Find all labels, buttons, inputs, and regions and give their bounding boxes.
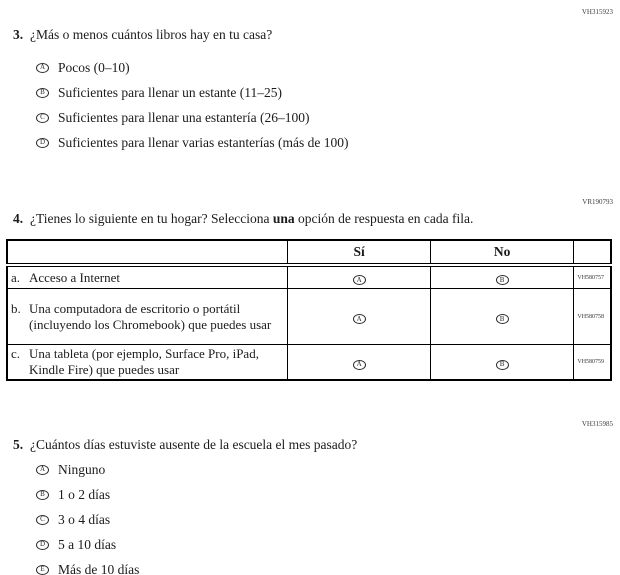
radio-bubble-b-icon[interactable]: B (495, 359, 509, 370)
radio-bubble-a-icon[interactable]: A (352, 314, 366, 324)
q5-option-c-label: 3 o 4 días (58, 511, 111, 527)
item-code-q4: VR190793 (582, 198, 613, 206)
row-a-description: a. Acceso a Internet (6, 264, 289, 289)
row-c-no-cell[interactable]: B (429, 344, 575, 381)
row-c-code: VH580759 (573, 344, 612, 381)
q5-option-b[interactable]: B 1 o 2 días (36, 482, 139, 507)
question-3-options: A Pocos (0–10) B Suficientes para llenar u… (36, 55, 349, 155)
table-header-row: Sí No (6, 239, 612, 267)
row-a-yes-cell[interactable]: A (287, 264, 431, 289)
q5-option-d-label: 5 a 10 días (58, 536, 117, 552)
radio-bubble-c-icon[interactable]: C (36, 514, 49, 525)
header-code-empty (573, 239, 612, 267)
radio-bubble-b-icon[interactable]: B (36, 489, 49, 500)
q5-option-b-label: 1 o 2 días (58, 486, 111, 502)
question-4-number: 4. (13, 211, 24, 226)
radio-bubble-b-icon[interactable]: B (36, 87, 49, 98)
row-c-yes-cell[interactable]: A (287, 344, 431, 381)
row-b-yes-cell[interactable]: A (287, 288, 431, 345)
radio-bubble-a-icon[interactable]: A (36, 464, 49, 475)
question-4: 4. ¿Tienes lo siguiente en tu hogar? Sele… (13, 211, 473, 227)
header-no: No (429, 239, 575, 267)
radio-bubble-c-icon[interactable]: C (36, 112, 49, 123)
question-4-text: ¿Tienes lo siguiente en tu hogar? Selecc… (30, 211, 474, 226)
row-c-description: c. Una tableta (por ejemplo, Surface Pro,… (6, 344, 289, 381)
question-3-number: 3. (13, 27, 24, 42)
row-a-no-cell[interactable]: B (429, 264, 575, 289)
q5-option-e-label: Más de 10 días (58, 561, 140, 575)
table-row: b. Una computadora de escritorio o portát… (6, 288, 612, 345)
radio-bubble-d-icon[interactable]: D (36, 137, 49, 148)
q3-option-d-label: Suficientes para llenar varias estanterí… (58, 134, 349, 150)
q3-option-a[interactable]: A Pocos (0–10) (36, 55, 349, 80)
q5-option-d[interactable]: D 5 a 10 días (36, 532, 139, 557)
question-5-number: 5. (13, 437, 24, 452)
table-row: c. Una tableta (por ejemplo, Surface Pro,… (6, 344, 612, 381)
question-4-table: Sí No a. Acceso a Internet A B VH580757 b… (6, 239, 612, 381)
q5-option-a[interactable]: A Ninguno (36, 457, 139, 482)
radio-bubble-b-icon[interactable]: B (495, 314, 509, 324)
radio-bubble-a-icon[interactable]: A (352, 359, 366, 370)
question-3-text: ¿Más o menos cuántos libros hay en tu ca… (30, 27, 273, 42)
radio-bubble-a-icon[interactable]: A (352, 275, 366, 285)
q3-option-b-label: Suficientes para llenar un estante (11–2… (58, 84, 283, 100)
row-b-code: VH580758 (573, 288, 612, 345)
row-b-description: b. Una computadora de escritorio o portát… (6, 288, 289, 345)
row-b-no-cell[interactable]: B (429, 288, 575, 345)
q5-option-a-label: Ninguno (58, 461, 106, 477)
question-5-options: A Ninguno B 1 o 2 días C 3 o 4 días D 5 a 10… (36, 457, 139, 575)
question-5-text: ¿Cuántos días estuviste ausente de la es… (30, 437, 358, 452)
radio-bubble-b-icon[interactable]: B (495, 275, 509, 285)
q3-option-a-label: Pocos (0–10) (58, 59, 130, 75)
table-row: a. Acceso a Internet A B VH580757 (6, 264, 612, 289)
header-empty (6, 239, 289, 267)
q5-option-e[interactable]: E Más de 10 días (36, 557, 139, 575)
header-yes: Sí (287, 239, 431, 267)
q3-option-c-label: Suficientes para llenar una estantería (… (58, 109, 310, 125)
q3-option-c[interactable]: C Suficientes para llenar una estantería … (36, 105, 349, 130)
question-3: 3. ¿Más o menos cuántos libros hay en tu … (13, 27, 272, 43)
q3-option-b[interactable]: B Suficientes para llenar un estante (11–… (36, 80, 349, 105)
row-a-code: VH580757 (573, 264, 612, 289)
item-code-q3: VH315923 (581, 8, 613, 16)
question-5: 5. ¿Cuántos días estuviste ausente de la … (13, 437, 357, 453)
item-code-q5: VH315985 (581, 420, 613, 428)
radio-bubble-d-icon[interactable]: D (36, 539, 49, 550)
q3-option-d[interactable]: D Suficientes para llenar varias estanter… (36, 130, 349, 155)
radio-bubble-a-icon[interactable]: A (36, 62, 49, 73)
q5-option-c[interactable]: C 3 o 4 días (36, 507, 139, 532)
radio-bubble-e-icon[interactable]: E (36, 564, 49, 575)
